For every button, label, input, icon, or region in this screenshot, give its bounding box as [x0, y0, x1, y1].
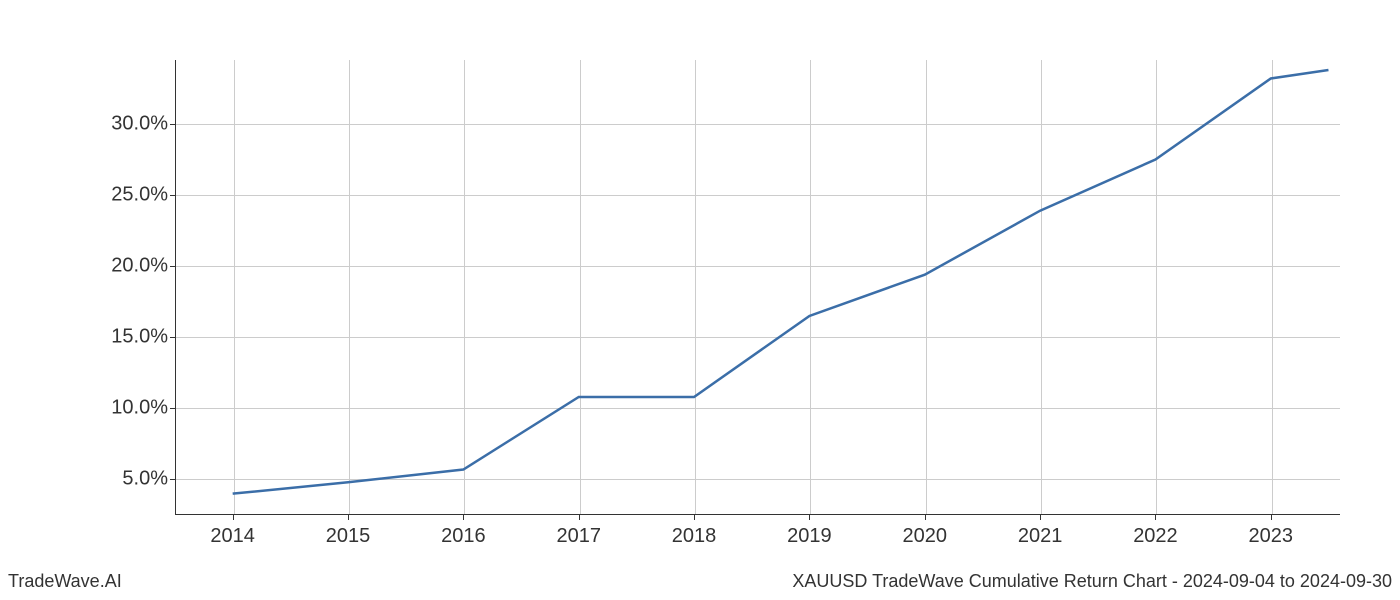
x-tick-mark	[1155, 515, 1156, 520]
y-tick-label: 10.0%	[111, 397, 168, 420]
x-tick-label: 2021	[1018, 525, 1063, 548]
x-tick-label: 2020	[903, 525, 948, 548]
y-tick-mark	[170, 195, 175, 196]
y-tick-label: 5.0%	[122, 468, 168, 491]
x-tick-mark	[233, 515, 234, 520]
x-tick-mark	[348, 515, 349, 520]
x-tick-mark	[925, 515, 926, 520]
x-tick-mark	[463, 515, 464, 520]
x-tick-label: 2022	[1133, 525, 1178, 548]
x-tick-label: 2015	[326, 525, 371, 548]
x-tick-label: 2017	[556, 525, 601, 548]
x-tick-label: 2014	[210, 525, 255, 548]
y-tick-mark	[170, 124, 175, 125]
y-tick-label: 20.0%	[111, 255, 168, 278]
footer-right-text: XAUUSD TradeWave Cumulative Return Chart…	[792, 571, 1392, 592]
y-tick-label: 25.0%	[111, 184, 168, 207]
x-tick-mark	[694, 515, 695, 520]
y-tick-mark	[170, 266, 175, 267]
x-tick-mark	[579, 515, 580, 520]
x-tick-label: 2018	[672, 525, 717, 548]
x-tick-label: 2023	[1249, 525, 1294, 548]
line-chart-svg	[175, 60, 1340, 515]
y-tick-mark	[170, 408, 175, 409]
x-tick-label: 2016	[441, 525, 486, 548]
footer-left-text: TradeWave.AI	[8, 571, 122, 592]
y-tick-mark	[170, 479, 175, 480]
x-tick-mark	[1271, 515, 1272, 520]
y-tick-label: 15.0%	[111, 326, 168, 349]
y-tick-label: 30.0%	[111, 112, 168, 135]
x-tick-label: 2019	[787, 525, 832, 548]
x-tick-mark	[809, 515, 810, 520]
y-tick-mark	[170, 337, 175, 338]
x-tick-mark	[1040, 515, 1041, 520]
